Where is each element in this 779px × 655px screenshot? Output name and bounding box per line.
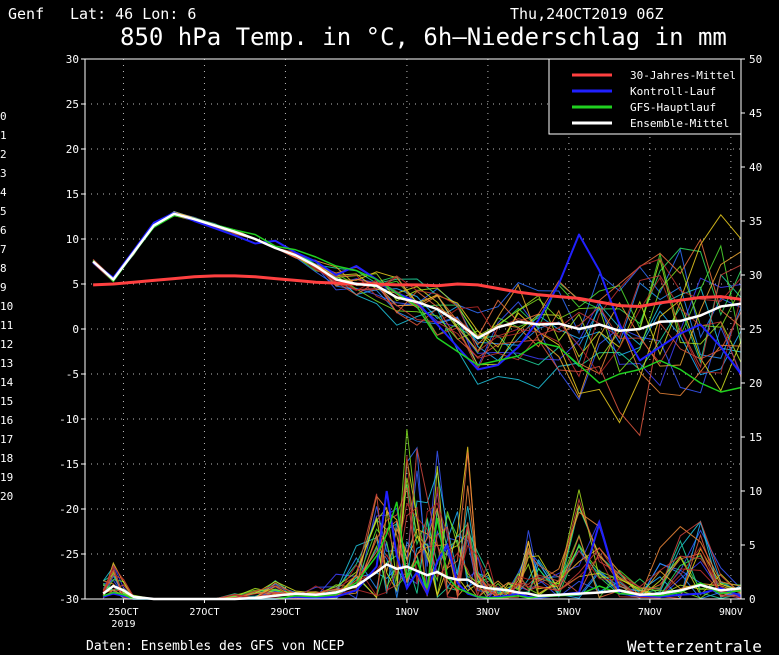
ensemble-member-line xyxy=(92,212,742,339)
data-source-label: Daten: Ensembles des GFS von NCEP xyxy=(86,639,344,654)
member-label: 1 xyxy=(0,129,7,142)
y-right-tick-label: 35 xyxy=(749,215,762,228)
ensemble-member-line xyxy=(92,213,742,387)
y-right-tick-label: 20 xyxy=(749,377,762,390)
x-tick-label: 29OCT xyxy=(270,607,300,618)
legend-label: 30-Jahres-Mittel xyxy=(630,69,736,82)
run-time-label: Thu,24OCT2019 06Z xyxy=(510,5,664,23)
member-label: 8 xyxy=(0,262,7,275)
coords-label: Lat: 46 Lon: 6 xyxy=(70,5,196,23)
x-tick-label: 5NOV xyxy=(557,607,581,618)
chart-title: 850 hPa Temp. in °C, 6h–Niederschlag in … xyxy=(120,23,727,51)
y-right-tick-label: 5 xyxy=(749,539,756,552)
member-label: 7 xyxy=(0,243,7,256)
y-axis-left: 30 25 20 15 10 5 0 -5 -10 -15 -20 -25 -30 xyxy=(59,53,85,606)
y-right-tick-label: 0 xyxy=(749,593,756,606)
y-left-tick-label: -20 xyxy=(59,503,79,516)
member-label: 5 xyxy=(0,205,7,218)
member-label: 14 xyxy=(0,376,14,389)
ensemble-member-line xyxy=(92,214,742,371)
legend-label: Ensemble-Mittel xyxy=(630,117,729,130)
ensemble-member-line xyxy=(92,214,742,371)
member-label: 17 xyxy=(0,433,13,446)
y-left-tick-label: 20 xyxy=(66,143,79,156)
member-label: 13 xyxy=(0,357,13,370)
y-left-tick-label: 10 xyxy=(66,233,79,246)
ensemble-member-line xyxy=(92,212,742,376)
x-tick-label: 25OCT xyxy=(108,607,138,618)
y-left-tick-label: -25 xyxy=(59,548,79,561)
member-label: 12 xyxy=(0,338,13,351)
member-label: 18 xyxy=(0,452,13,465)
y-left-tick-label: -15 xyxy=(59,458,79,471)
y-left-tick-label: 15 xyxy=(66,188,79,201)
ensemble-member-line xyxy=(92,214,742,437)
ensemble-member-precip-line xyxy=(102,472,742,600)
member-label: 4 xyxy=(0,186,7,199)
x-tick-label: 1NOV xyxy=(395,607,419,618)
member-label: 15 xyxy=(0,395,13,408)
y-right-tick-label: 45 xyxy=(749,107,762,120)
ensemble-member-line xyxy=(92,211,742,389)
climatology-line xyxy=(93,274,742,308)
control-run-line xyxy=(92,211,742,375)
ensemble-member-lines xyxy=(92,211,742,437)
member-label: 0 xyxy=(0,110,7,123)
member-label: 9 xyxy=(0,281,7,294)
x-tick-sublabel: 2019 xyxy=(111,619,135,630)
legend-label: Kontroll-Lauf xyxy=(630,85,716,98)
member-label: 2 xyxy=(0,148,7,161)
ensemble-member-line xyxy=(92,213,742,338)
legend: 30-Jahres-Mittel Kontroll-Lauf GFS-Hauptla… xyxy=(548,58,742,135)
x-tick-label: 3NOV xyxy=(476,607,500,618)
legend-label: GFS-Hauptlauf xyxy=(630,101,716,114)
x-tick-label: 7NOV xyxy=(638,607,662,618)
ensemble-mean-line xyxy=(92,212,742,340)
member-label: 11 xyxy=(0,319,13,332)
member-label: 10 xyxy=(0,300,13,313)
x-tick-label: 27OCT xyxy=(189,607,219,618)
y-left-tick-label: 0 xyxy=(72,323,79,336)
location-label: Genf xyxy=(8,5,44,23)
member-label: 6 xyxy=(0,224,7,237)
plot-frame xyxy=(84,58,742,600)
y-right-tick-label: 40 xyxy=(749,161,762,174)
y-left-tick-label: -10 xyxy=(59,413,79,426)
x-tick-label: 9NOV xyxy=(719,607,743,618)
member-label: 20 xyxy=(0,490,13,503)
y-right-tick-label: 50 xyxy=(749,53,762,66)
y-right-tick-label: 15 xyxy=(749,431,762,444)
y-left-tick-label: 5 xyxy=(72,278,79,291)
main-series xyxy=(92,211,742,601)
member-label: 3 xyxy=(0,167,7,180)
y-left-tick-label: 25 xyxy=(66,98,79,111)
y-left-tick-label: -30 xyxy=(59,593,79,606)
y-left-tick-label: -5 xyxy=(66,368,79,381)
y-left-tick-label: 30 xyxy=(66,53,79,66)
y-right-tick-label: 25 xyxy=(749,323,762,336)
y-right-tick-label: 30 xyxy=(749,269,762,282)
brand-label: Wetterzentrale xyxy=(627,637,762,655)
member-label: 19 xyxy=(0,471,13,484)
member-label: 16 xyxy=(0,414,13,427)
ensemble-member-line xyxy=(92,215,742,376)
y-right-tick-label: 10 xyxy=(749,485,762,498)
